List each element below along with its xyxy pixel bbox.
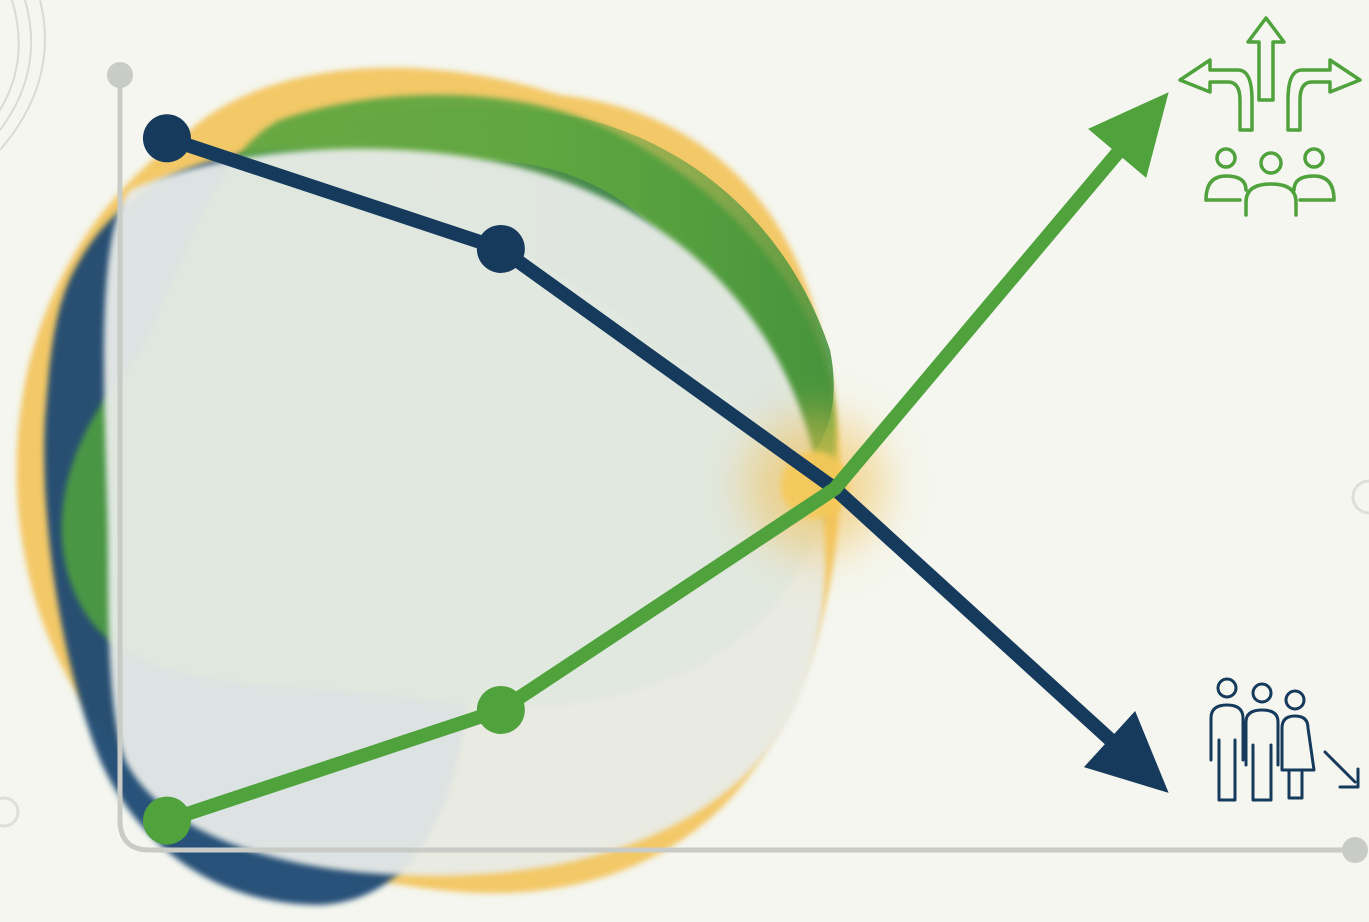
series-2-line — [160, 128, 1140, 828]
blob-layers — [16, 67, 840, 905]
pale-center-blob — [103, 148, 826, 876]
series-2-point-2 — [476, 685, 525, 734]
series-2-arrowhead — [1088, 92, 1169, 178]
decorative-ring — [0, 796, 20, 828]
y-axis-end-dot — [107, 62, 133, 88]
series-1-arrowhead — [1083, 710, 1169, 793]
series-layer — [142, 92, 1169, 845]
decorative-ring — [1351, 479, 1369, 515]
x-axis-end-dot — [1342, 837, 1368, 863]
series-1-point-1 — [142, 114, 191, 163]
family-decline-icon — [1209, 677, 1360, 802]
series-2-point-1 — [142, 796, 191, 845]
series-1-point-2 — [476, 224, 525, 273]
series-1-line — [160, 131, 1135, 763]
decorative-arcs — [0, 0, 46, 151]
diverging-arrows-people-icon — [1178, 16, 1362, 217]
axis-line — [117, 72, 1358, 853]
axes — [107, 62, 1368, 863]
